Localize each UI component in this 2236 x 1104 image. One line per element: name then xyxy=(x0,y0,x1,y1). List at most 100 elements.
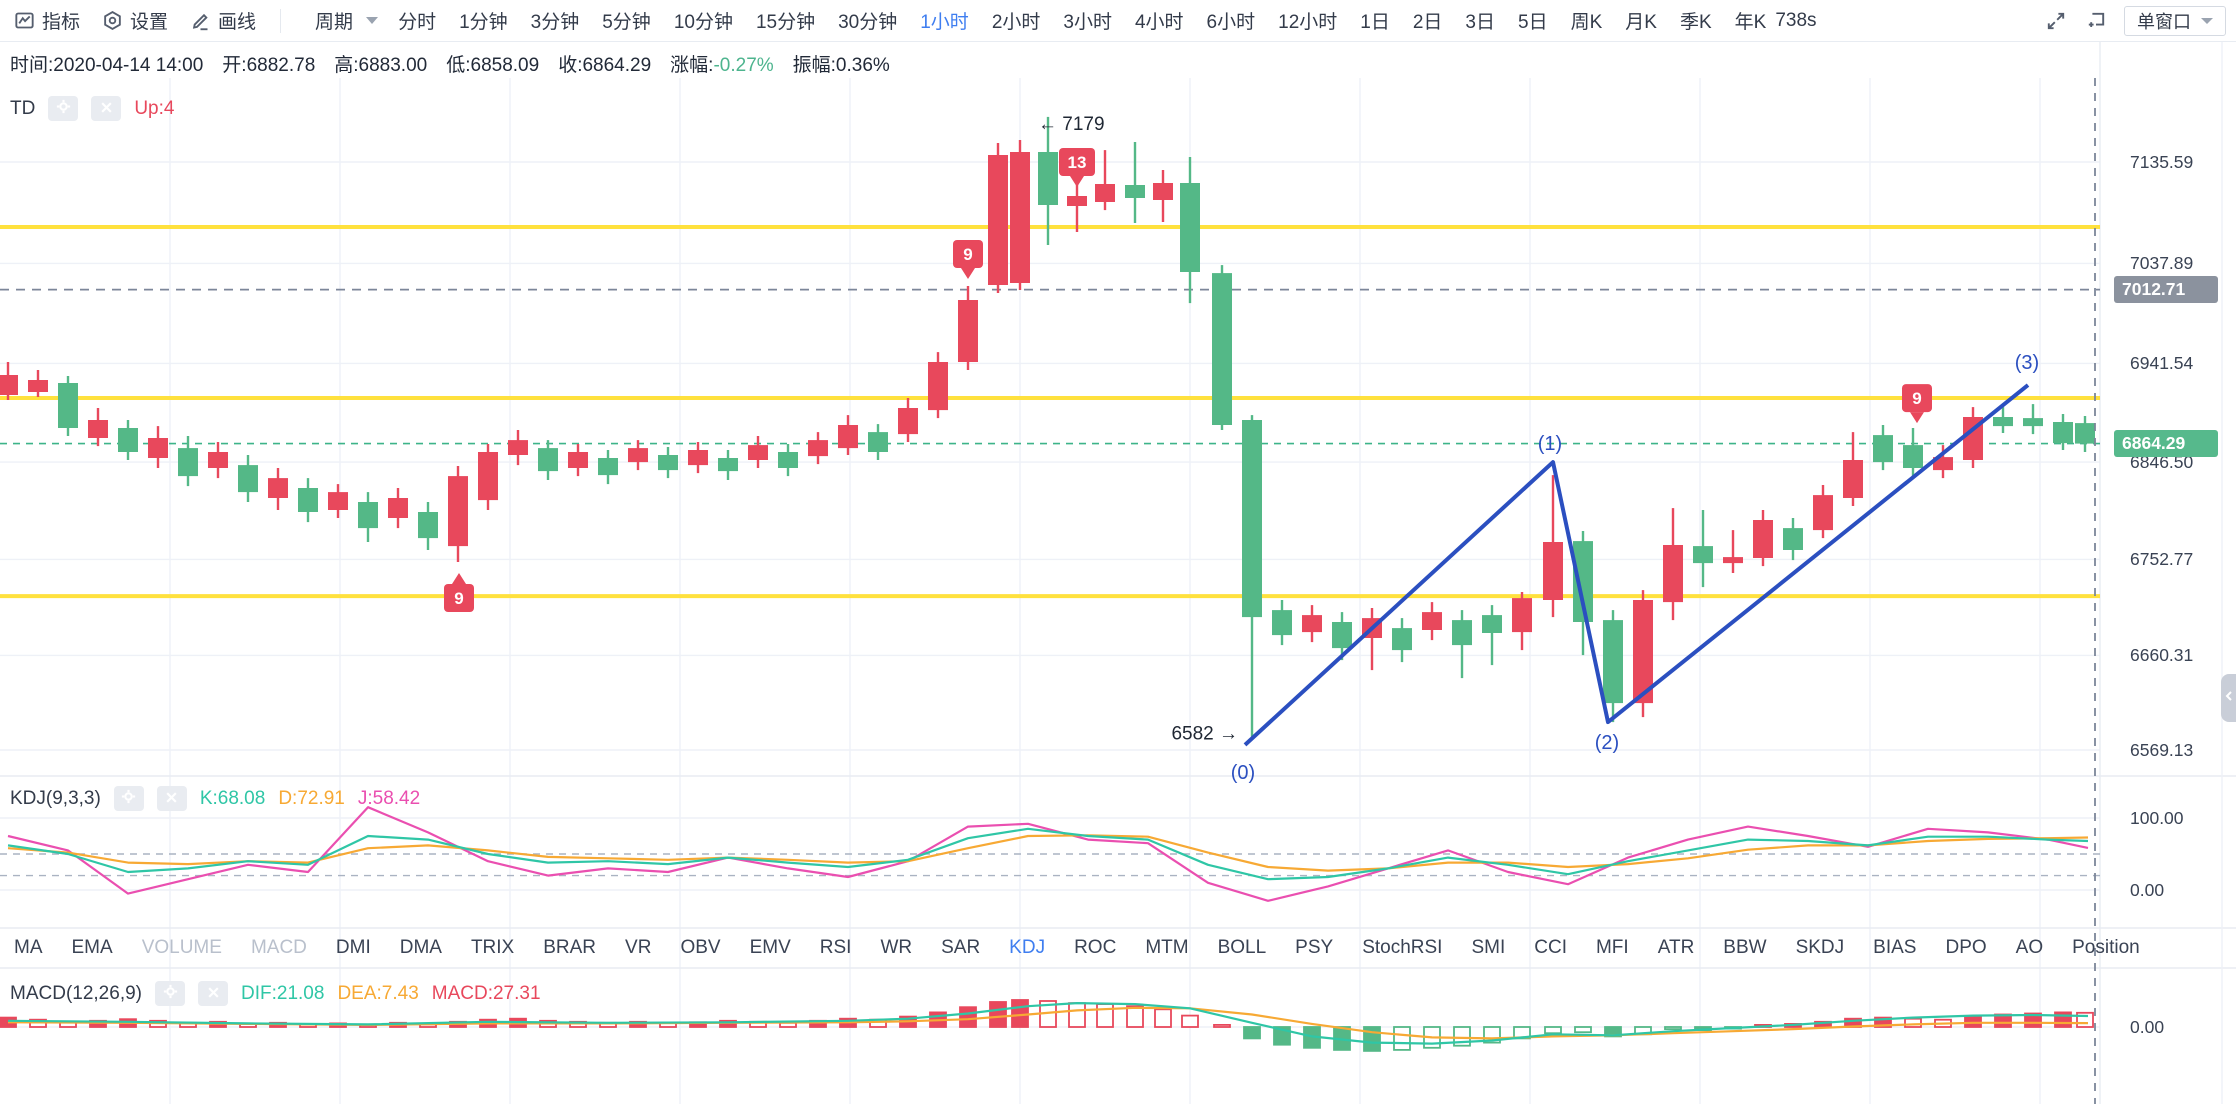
timeframe-1小时[interactable]: 1小时 xyxy=(920,12,969,33)
timeframe-1日[interactable]: 1日 xyxy=(1360,12,1390,33)
timeframe-5分钟[interactable]: 5分钟 xyxy=(602,12,651,33)
tab-boll[interactable]: BOLL xyxy=(1217,937,1267,958)
tab-trix[interactable]: TRIX xyxy=(470,937,515,958)
timeframe-12小时[interactable]: 12小时 xyxy=(1278,12,1338,33)
timeframe-2日[interactable]: 2日 xyxy=(1412,12,1443,33)
timeframe-3小时[interactable]: 3小时 xyxy=(1063,12,1112,33)
add-pane-icon[interactable] xyxy=(2084,9,2108,33)
tab-brar[interactable]: BRAR xyxy=(543,937,597,958)
timeframe-10分钟[interactable]: 10分钟 xyxy=(673,12,733,33)
candle xyxy=(1873,425,1893,471)
price-axis[interactable]: 7135.59 7037.89 6941.54 6846.50 6752.77 6660.… xyxy=(2100,41,2236,1104)
candle xyxy=(298,478,318,523)
candle-countdown: 738s xyxy=(1775,9,1817,31)
timeframe-年K[interactable]: 年K xyxy=(1734,12,1767,33)
macd-hist-value: MACD:27.31 xyxy=(431,982,541,1004)
tab-psy[interactable]: PSY xyxy=(1295,937,1334,958)
tab-kdj[interactable]: KDJ xyxy=(1009,937,1046,958)
window-mode-button[interactable]: 单窗口 xyxy=(2124,5,2226,36)
tab-ma[interactable]: MA xyxy=(14,937,43,958)
kdj-settings-button[interactable] xyxy=(113,786,144,811)
tab-rsi[interactable]: RSI xyxy=(819,937,852,958)
ohlc-info-bar: 时间:2020-04-14 14:00 开:6882.78 高:6883.00 … xyxy=(10,50,890,77)
timeframe-6小时[interactable]: 6小时 xyxy=(1206,12,1256,33)
macd-close-button[interactable] xyxy=(198,981,228,1006)
td-count-badges: 9 9 13 9 xyxy=(444,148,1932,612)
td-settings-button[interactable] xyxy=(48,96,79,121)
candle xyxy=(1813,485,1833,539)
close-icon xyxy=(165,788,178,810)
tab-emv[interactable]: EMV xyxy=(749,937,791,958)
macd-bar xyxy=(1011,999,1029,1028)
candle xyxy=(838,415,858,455)
tab-dmi[interactable]: DMI xyxy=(335,937,371,958)
wave-label: (1) xyxy=(1538,433,1562,455)
candle xyxy=(1933,445,1953,479)
fullscreen-icon[interactable] xyxy=(2044,9,2068,33)
timeframe-1分钟[interactable]: 1分钟 xyxy=(459,12,508,33)
tab-sar[interactable]: SAR xyxy=(941,937,981,958)
candle xyxy=(1452,610,1472,679)
kdj-close-button[interactable] xyxy=(156,786,187,811)
tab-stochrsi[interactable]: StochRSI xyxy=(1362,937,1443,958)
timeframe-4小时[interactable]: 4小时 xyxy=(1134,12,1184,33)
timeframe-月K[interactable]: 月K xyxy=(1625,12,1657,33)
candle xyxy=(568,444,588,477)
candle xyxy=(1753,510,1773,567)
macd-bar xyxy=(1096,1003,1114,1028)
timeframe-分时[interactable]: 分时 xyxy=(398,12,437,33)
td-close-button[interactable] xyxy=(91,96,122,121)
timeframe-15分钟[interactable]: 15分钟 xyxy=(755,12,816,33)
timeframe-3分钟[interactable]: 3分钟 xyxy=(530,12,580,33)
tab-skdj[interactable]: SKDJ xyxy=(1795,937,1845,958)
tab-dpo[interactable]: DPO xyxy=(1945,937,1987,958)
kdj-d-line xyxy=(7,834,2089,872)
tab-ao[interactable]: AO xyxy=(2015,937,2044,958)
draw-line-tool-button[interactable]: 画线 xyxy=(190,7,256,34)
timeframe-3日[interactable]: 3日 xyxy=(1465,12,1495,33)
tab-mtm[interactable]: MTM xyxy=(1145,937,1189,958)
candle xyxy=(1332,612,1352,661)
tab-smi[interactable]: SMI xyxy=(1471,937,1506,958)
svg-text:9: 9 xyxy=(454,589,463,608)
tab-vr[interactable]: VR xyxy=(625,937,652,958)
candlestick-series xyxy=(0,116,2095,737)
tab-position[interactable]: Position xyxy=(2072,937,2140,958)
macd-dea-value: DEA:7.43 xyxy=(337,982,419,1004)
timeframe-周K[interactable]: 周K xyxy=(1570,12,1603,33)
period-dropdown[interactable]: 周期 xyxy=(315,7,379,34)
candle xyxy=(358,492,378,542)
timeframe-2小时[interactable]: 2小时 xyxy=(991,12,1041,33)
candle xyxy=(448,466,468,562)
candle xyxy=(1067,182,1087,232)
timeframe-季K[interactable]: 季K xyxy=(1679,12,1712,33)
timeframe-5日[interactable]: 5日 xyxy=(1518,12,1548,33)
axis-label: 6941.54 xyxy=(2130,353,2194,374)
wave-label: (0) xyxy=(1231,762,1255,784)
macd-settings-button[interactable] xyxy=(155,981,185,1006)
tab-wr[interactable]: WR xyxy=(880,937,913,958)
indicator-tool-button[interactable]: 指标 xyxy=(14,7,80,34)
candle xyxy=(718,450,738,480)
indicator-tabs-row: MA EMA VOLUME MACD DMI DMA TRIX BRAR VR OBV EMV RSI… xyxy=(0,928,2236,968)
tab-roc[interactable]: ROC xyxy=(1074,937,1117,958)
candle xyxy=(1153,170,1173,222)
tab-obv[interactable]: OBV xyxy=(680,937,721,958)
tab-volume[interactable]: VOLUME xyxy=(141,937,222,958)
candle xyxy=(2023,404,2043,435)
tab-bias[interactable]: BIAS xyxy=(1873,937,1917,958)
tab-dma[interactable]: DMA xyxy=(399,937,442,958)
candle xyxy=(418,502,438,550)
tab-macd[interactable]: MACD xyxy=(250,937,307,958)
draw-line-tool-label: 画线 xyxy=(218,12,257,33)
tab-bbw[interactable]: BBW xyxy=(1723,937,1767,958)
tab-atr[interactable]: ATR xyxy=(1657,937,1695,958)
axis-collapse-handle[interactable] xyxy=(2221,674,2236,722)
tab-mfi[interactable]: MFI xyxy=(1595,937,1629,958)
timeframe-30分钟[interactable]: 30分钟 xyxy=(838,12,898,33)
tab-cci[interactable]: CCI xyxy=(1534,937,1567,958)
settings-tool-button[interactable]: 设置 xyxy=(102,7,168,34)
tab-ema[interactable]: EMA xyxy=(71,937,113,958)
